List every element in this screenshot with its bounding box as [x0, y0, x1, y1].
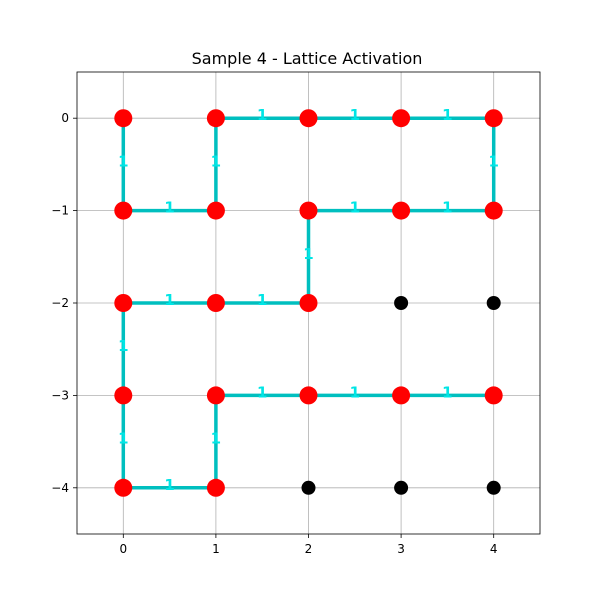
edge-label: 1 — [442, 383, 452, 401]
active-node — [114, 294, 133, 312]
edge-label: 1 — [118, 430, 128, 448]
active-node — [114, 478, 133, 497]
x-tick-label: 4 — [490, 542, 498, 556]
active-node — [206, 386, 225, 405]
edge-label: 1 — [303, 245, 313, 263]
active-node — [206, 109, 225, 128]
active-node — [114, 386, 133, 405]
nodes — [114, 109, 503, 497]
edge-labels: 1 1 1 1 1 1 1 1 1 1 1 1 1 1 1 1 1 1 1 — [118, 106, 499, 494]
y-tick-label: −3 — [51, 388, 69, 402]
active-node — [299, 294, 318, 312]
edge-label: 1 — [350, 106, 360, 124]
edge-label: 1 — [350, 383, 360, 401]
active-node — [392, 109, 411, 128]
active-node — [114, 109, 133, 128]
active-node — [484, 201, 503, 220]
edge-label: 1 — [118, 152, 128, 170]
inactive-node — [394, 480, 409, 495]
inactive-node — [301, 480, 316, 495]
active-node — [392, 386, 411, 405]
edge-label: 1 — [442, 106, 452, 124]
active-node — [206, 294, 225, 312]
edge-label: 1 — [488, 152, 498, 170]
active-node — [299, 109, 318, 128]
edge-label: 1 — [164, 476, 174, 494]
edge-label: 1 — [211, 430, 221, 448]
y-tick-label: −4 — [51, 481, 69, 495]
edge-label: 1 — [350, 199, 360, 217]
edge-label: 1 — [164, 291, 174, 309]
inactive-node — [394, 296, 409, 310]
y-tick-label: −2 — [51, 296, 69, 310]
edges — [121, 116, 496, 490]
edge-label: 1 — [442, 199, 452, 217]
y-tick-label: 0 — [61, 111, 69, 125]
chart-title: Sample 4 - Lattice Activation — [192, 49, 423, 68]
edge-label: 1 — [257, 291, 267, 309]
ticks: 0 1 2 3 4 0 −1 −2 −3 −4 — [51, 111, 497, 556]
active-node — [206, 201, 225, 220]
edge-label: 1 — [118, 337, 128, 355]
edge-label: 1 — [211, 152, 221, 170]
x-tick-label: 3 — [397, 542, 405, 556]
active-node — [299, 386, 318, 405]
active-node — [392, 201, 411, 220]
x-tick-label: 2 — [305, 542, 313, 556]
edge-label: 1 — [164, 199, 174, 217]
inactive-node — [486, 296, 501, 310]
x-tick-label: 1 — [212, 542, 220, 556]
active-node — [114, 201, 133, 220]
active-node — [484, 386, 503, 405]
edge-label: 1 — [257, 383, 267, 401]
active-node — [484, 109, 503, 128]
x-tick-label: 0 — [119, 542, 127, 556]
active-node — [206, 478, 225, 497]
edge-label: 1 — [257, 106, 267, 124]
inactive-node — [486, 480, 501, 495]
y-tick-label: −1 — [51, 204, 69, 218]
active-node — [299, 201, 318, 220]
